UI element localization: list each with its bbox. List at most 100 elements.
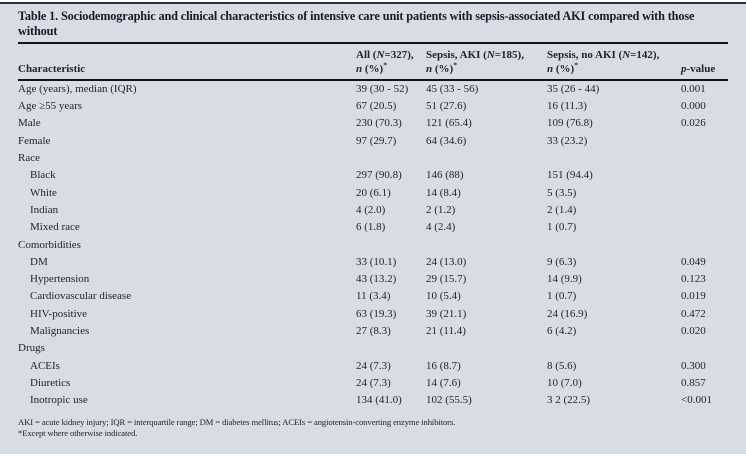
cell-value: <0.001	[681, 394, 712, 407]
column-header: Sepsis, AKI (N=185), n (%)*	[426, 48, 547, 76]
cell-value: 97 (29.7)	[356, 134, 397, 147]
row-label: Diuretics	[30, 376, 71, 389]
cell-value: 39 (30 - 52)	[356, 82, 409, 95]
cell-value: 24 (7.3)	[356, 376, 391, 389]
row-label: Inotropic use	[30, 394, 88, 407]
table-row: ACEIs 24 (7.3) 16 (8.7) 8 (5.6) 0.300	[18, 357, 728, 374]
title-rule	[18, 42, 728, 45]
table-group-row: Race	[18, 150, 728, 167]
cell-value: 3 2 (22.5)	[547, 394, 591, 407]
cell-value: 5 (3.5)	[547, 186, 577, 199]
cell-value: 24 (13.0)	[426, 255, 467, 268]
cell-value: 33 (10.1)	[356, 255, 397, 268]
cell-value: 151 (94.4)	[547, 169, 593, 182]
row-label: Indian	[30, 203, 59, 216]
cell-value: 6 (4.2)	[547, 324, 577, 337]
cell-value: 146 (88)	[426, 169, 464, 182]
cell-value: 35 (26 - 44)	[547, 82, 600, 95]
table-row: Female 97 (29.7) 64 (34.6) 33 (23.2)	[18, 133, 728, 150]
column-header: p-value	[681, 62, 728, 76]
cell-value: 109 (76.8)	[547, 117, 593, 130]
row-label: Malignancies	[30, 324, 90, 337]
table-footnotes: AKI = acute kidney injury; IQR = interqu…	[18, 417, 728, 438]
cell-value: 0.123	[681, 273, 706, 286]
column-header-line2: n (%)*	[356, 60, 387, 76]
cell-value: 9 (6.3)	[547, 255, 577, 268]
cell-value: 297 (90.8)	[356, 169, 402, 182]
table-title: Table 1. Sociodemographic and clinical c…	[18, 9, 695, 38]
cell-value: 0.026	[681, 117, 706, 130]
cell-value: 14 (8.4)	[426, 186, 461, 199]
row-label: White	[30, 186, 57, 199]
cell-value: 0.857	[681, 376, 706, 389]
cell-value: 11 (3.4)	[356, 290, 391, 303]
table-row: Indian 4 (2.0) 2 (1.2) 2 (1.4)	[18, 202, 728, 219]
column-header-line2: Characteristic	[18, 63, 86, 76]
column-header: Sepsis, no AKI (N=142), n (%)*	[547, 48, 681, 76]
column-header-line1: Sepsis, no AKI (N=142),	[547, 49, 660, 62]
cell-value: 24 (16.9)	[547, 307, 588, 320]
cell-value: 2 (1.4)	[547, 203, 577, 216]
row-label: Age ≥55 years	[18, 100, 83, 113]
cell-value: 51 (27.6)	[426, 100, 467, 113]
table-row: Malignancies 27 (8.3) 21 (11.4) 6 (4.2) 0.02…	[18, 323, 728, 340]
cell-value: 39 (21.1)	[426, 307, 467, 320]
cell-value: 14 (9.9)	[547, 273, 582, 286]
column-header-line1: All (N=327),	[356, 49, 414, 62]
cell-value: 6 (1.8)	[356, 221, 386, 234]
table-row: Hypertension 43 (13.2) 29 (15.7) 14 (9.9) 0.…	[18, 271, 728, 288]
cell-value: 0.000	[681, 100, 706, 113]
cell-value: 14 (7.6)	[426, 376, 461, 389]
cell-value: 1 (0.7)	[547, 221, 577, 234]
cell-value: 20 (6.1)	[356, 186, 391, 199]
cell-value: 10 (7.0)	[547, 376, 582, 389]
cell-value: 2 (1.2)	[426, 203, 456, 216]
cell-value: 45 (33 - 56)	[426, 82, 479, 95]
row-label: Comorbidities	[18, 238, 81, 251]
cell-value: 27 (8.3)	[356, 324, 391, 337]
row-label: Age (years), median (IQR)	[18, 82, 137, 95]
table-body: Age (years), median (IQR) 39 (30 - 52) 45 …	[18, 81, 728, 410]
cell-value: 0.472	[681, 307, 706, 320]
cell-value: 10 (5.4)	[426, 290, 461, 303]
table-row: Mixed race 6 (1.8) 4 (2.4) 1 (0.7)	[18, 219, 728, 236]
row-label: Drugs	[18, 342, 45, 355]
column-header-line2: n (%)*	[547, 60, 578, 76]
cell-value: 16 (11.3)	[547, 100, 587, 113]
column-header-line2: n (%)*	[426, 60, 457, 76]
table-row: Diuretics 24 (7.3) 14 (7.6) 10 (7.0) 0.857	[18, 375, 728, 392]
cell-value: 29 (15.7)	[426, 273, 467, 286]
table-row: Inotropic use 134 (41.0) 102 (55.5) 3 2 (22…	[18, 392, 728, 409]
cell-value: 4 (2.0)	[356, 203, 386, 216]
table-row: Cardiovascular disease 11 (3.4) 10 (5.4) 1 …	[18, 288, 728, 305]
header-rule	[18, 79, 728, 81]
cell-value: 0.001	[681, 82, 706, 95]
cell-value: 0.019	[681, 290, 706, 303]
footnote: *Except where otherwise indicated.	[18, 427, 138, 438]
table-row: Black 297 (90.8) 146 (88) 151 (94.4)	[18, 167, 728, 184]
table-row: Age (years), median (IQR) 39 (30 - 52) 45 …	[18, 81, 728, 98]
table-row: Age ≥55 years 67 (20.5) 51 (27.6) 16 (11.3)…	[18, 98, 728, 115]
table-row: HIV-positive 63 (19.3) 39 (21.1) 24 (16.9) 0…	[18, 306, 728, 323]
cell-value: 67 (20.5)	[356, 100, 397, 113]
table-group-row: Drugs	[18, 340, 728, 357]
cell-value: 0.300	[681, 359, 706, 372]
cell-value: 43 (13.2)	[356, 273, 397, 286]
row-label: ACEIs	[30, 359, 60, 372]
table-row: DM 33 (10.1) 24 (13.0) 9 (6.3) 0.049	[18, 254, 728, 271]
cell-value: 33 (23.2)	[547, 134, 588, 147]
row-label: DM	[30, 255, 48, 268]
row-label: Cardiovascular disease	[30, 290, 132, 303]
column-header: All (N=327), n (%)*	[356, 48, 426, 76]
row-label: HIV-positive	[30, 307, 88, 320]
cell-value: 21 (11.4)	[426, 324, 466, 337]
table-content: Table 1. Sociodemographic and clinical c…	[0, 4, 746, 439]
table-panel: Table 1. Sociodemographic and clinical c…	[0, 2, 746, 454]
table-row: White 20 (6.1) 14 (8.4) 5 (3.5)	[18, 184, 728, 201]
table-row: Male 230 (70.3) 121 (65.4) 109 (76.8) 0.026	[18, 115, 728, 132]
cell-value: 230 (70.3)	[356, 117, 402, 130]
footnote: AKI = acute kidney injury; IQR = interqu…	[18, 417, 456, 428]
row-label: Race	[18, 152, 40, 165]
table-header-row: Characteristic All (N=327), n (%)* Sepsis, …	[18, 44, 728, 79]
